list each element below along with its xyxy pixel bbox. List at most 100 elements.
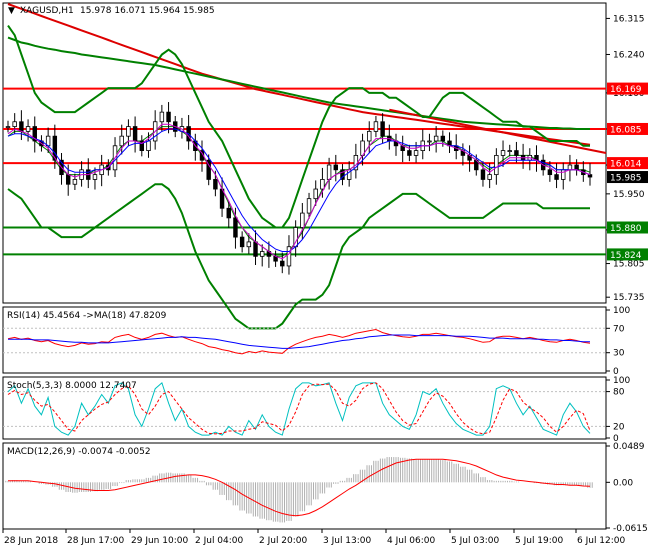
stoch-main-line (7, 382, 591, 436)
level-label-1: 16.085 (610, 125, 642, 135)
symbol-label: XAGUSD,H1 (20, 6, 74, 16)
stoch-panel-frame (2, 376, 607, 440)
rsi-tick-label: 70 (613, 324, 625, 334)
stoch-tick-label: 80 (613, 388, 625, 398)
candle-body (5, 126, 11, 128)
candle-body (206, 159, 211, 180)
price-tick-label: 16.240 (613, 50, 645, 60)
rsi-tick-label: 30 (613, 349, 625, 359)
candle-body (146, 140, 151, 151)
candle-body (119, 135, 124, 147)
candle-body (253, 241, 258, 257)
level-label-box-3 (607, 221, 648, 234)
macd-signal-line (8, 458, 591, 517)
candle-body (239, 236, 245, 248)
macd-panel-frame (2, 442, 607, 530)
level-label-3: 15.880 (610, 224, 642, 234)
level-label-box-2 (607, 157, 648, 170)
bollinger-upper-line (7, 25, 590, 229)
candle-body (567, 164, 573, 171)
candle-body (259, 251, 265, 257)
candle-body (367, 130, 372, 142)
candle-body (326, 164, 332, 180)
level-label-box-1 (607, 122, 648, 135)
candle-body (313, 188, 318, 200)
candle-body (213, 179, 218, 190)
candle-body (92, 174, 98, 180)
candle-body (413, 150, 419, 156)
candle-body (587, 174, 593, 178)
price-tick-label: 16.315 (613, 14, 645, 24)
price-tick-label: 15.735 (613, 293, 645, 303)
stoch-tick-label: 0 (613, 434, 619, 444)
candle-body (306, 198, 312, 214)
rsi-header: RSI(14) 45.4564 ->MA(18) 47.8209 (7, 311, 167, 321)
level-label-box-0 (607, 82, 648, 95)
candle-body (226, 207, 231, 219)
candle-body (246, 241, 252, 248)
candle-body (554, 174, 559, 180)
candle-body (19, 121, 24, 132)
candle-body (427, 140, 432, 143)
candle-body (514, 150, 519, 156)
macd-tick-label: 0.0489 (613, 442, 645, 452)
time-tick-label: 5 Jul 03:00 (451, 536, 500, 546)
rsi-tick-label: 100 (613, 306, 630, 316)
time-tick-label: 28 Jun 17:00 (67, 536, 124, 546)
rsi-line (7, 328, 591, 355)
candle-body (380, 121, 385, 137)
level-label-0: 16.169 (610, 85, 642, 95)
time-tick-label: 6 Jul 12:00 (577, 536, 626, 546)
candle-body (12, 121, 17, 127)
macd-header: MACD(12,26,9) -0.0074 -0.0052 (7, 447, 151, 457)
candle-body (52, 135, 58, 161)
slow-green-ma-line (7, 36, 590, 130)
candle-body (494, 155, 499, 176)
candle-body (333, 164, 339, 171)
candle-body (547, 169, 553, 176)
candle-body (132, 126, 138, 142)
price-tick-label: 15.950 (613, 190, 645, 200)
candle-body (139, 140, 145, 151)
candle-body (233, 217, 238, 238)
time-tick-label: 3 Jul 13:00 (323, 536, 372, 546)
time-tick-label: 4 Jul 06:00 (387, 536, 436, 546)
candle-body (373, 121, 379, 132)
current-price-box (607, 171, 648, 184)
stoch-signal-line (7, 382, 591, 435)
candle-body (126, 126, 131, 137)
candle-body (407, 150, 412, 156)
level-label-2: 16.014 (610, 160, 642, 170)
macd-tick-label: 0.00 (613, 478, 633, 488)
price-tick-label: 15.805 (613, 260, 645, 270)
candle-body (72, 179, 78, 185)
candle-body (300, 212, 305, 228)
candle-body (286, 246, 292, 267)
bollinger-lower-line (7, 183, 590, 330)
candle-body (500, 150, 506, 156)
current-price-label: 15.985 (610, 174, 642, 184)
candle-body (507, 150, 512, 152)
candle-body (166, 111, 171, 123)
fast-ma-magenta-line (7, 123, 591, 260)
ohlc-label: 15.978 16.071 15.964 15.985 (80, 6, 215, 16)
candle-body (340, 169, 345, 180)
candle-body (433, 135, 439, 142)
stoch-tick-label: 20 (613, 422, 625, 432)
candle-body (32, 126, 37, 142)
stoch-tick-label: 100 (613, 376, 630, 386)
price-header-icon: ▼ (8, 6, 15, 16)
candle-body (65, 174, 71, 185)
time-tick-label: 29 Jun 10:00 (131, 536, 188, 546)
time-tick-label: 5 Jul 19:00 (515, 536, 564, 546)
level-label-box-4 (607, 248, 648, 261)
candle-body (320, 179, 325, 190)
macd-tick-label: -0.0615 (613, 524, 648, 534)
rsi-ma-line (8, 334, 591, 349)
time-tick-label: 2 Jul 20:00 (259, 536, 308, 546)
candle-body (574, 164, 579, 171)
time-tick-label: 28 Jun 2018 (4, 536, 58, 546)
candle-body (159, 111, 165, 123)
candle-body (480, 169, 486, 180)
